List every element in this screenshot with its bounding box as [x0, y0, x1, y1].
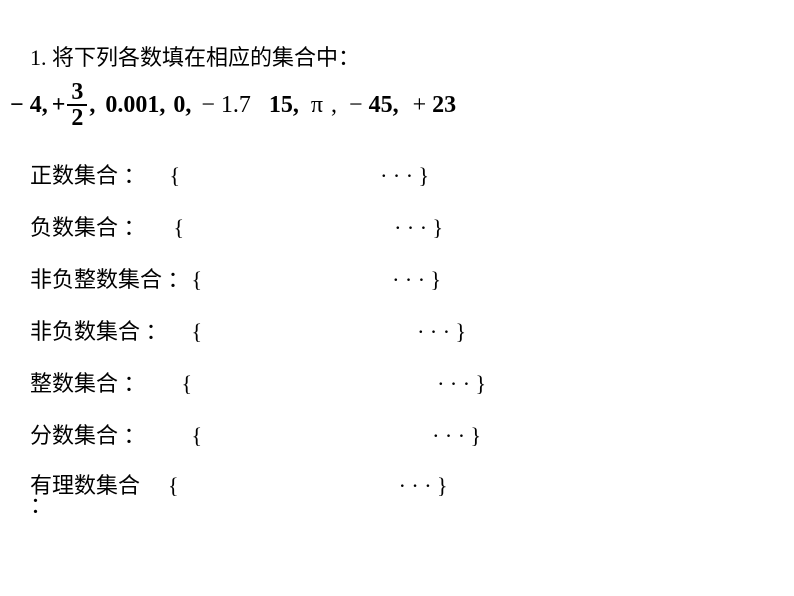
minus-sign: − [201, 92, 215, 118]
minus-sign: − [349, 92, 363, 118]
num-6: 15, [269, 92, 299, 119]
brace-open: { [192, 319, 203, 345]
ellipsis-brace: · · · } [392, 267, 441, 293]
question-number: 1. [30, 45, 47, 70]
comma: , [89, 92, 95, 119]
label-positive: 正数集合 ： [30, 158, 146, 190]
plus-sign: + [52, 92, 66, 119]
set-row-fraction: 分数集合 ： { · · · } [30, 418, 784, 450]
brace-open: { [174, 215, 185, 241]
ellipsis-brace: · · · } [380, 163, 429, 189]
label-fraction: 分数集合 ： [30, 418, 146, 450]
minus-sign: − [10, 92, 24, 118]
page-container: 1. 将下列各数填在相应的集合中： − 4, + 3 2 , 0.001, 0,… [0, 0, 794, 530]
num-7: π , [311, 92, 337, 119]
fraction-3-2: 3 2 [67, 80, 87, 130]
question-line: 1. 将下列各数填在相应的集合中： [30, 40, 784, 72]
set-row-nonneg: 非负数集合 ： { · · · } [30, 314, 784, 346]
fraction-numerator: 3 [67, 80, 87, 106]
brace-open: { [192, 267, 203, 293]
label-integer: 整数集合 ： [30, 366, 146, 398]
num-1: − 4, [10, 92, 48, 119]
label-nonneg-int: 非负整数集合 ： [30, 262, 190, 294]
value-4: 4, [30, 92, 48, 118]
value-23: 23 [432, 92, 456, 118]
brace-open: { [170, 163, 181, 189]
set-row-negative: 负数集合 ： { · · · } [30, 210, 784, 242]
numbers-line: − 4, + 3 2 , 0.001, 0, − 1.7 15, π , − 4… [10, 80, 784, 130]
ellipsis-brace: · · · } [399, 473, 448, 499]
set-row-integer: 整数集合 ： { · · · } [30, 366, 784, 398]
comma: , [331, 92, 337, 118]
pi-symbol: π [311, 92, 323, 118]
num-4: 0, [173, 92, 191, 119]
ellipsis-brace: · · · } [417, 319, 466, 345]
ellipsis-brace: · · · } [432, 423, 481, 449]
num-2: + 3 2 , [52, 80, 96, 130]
label-negative: 负数集合 ： [30, 210, 146, 242]
plus-sign: + [413, 92, 427, 118]
value-1-7: 1.7 [221, 92, 251, 118]
value-45: 45, [369, 92, 399, 118]
ellipsis-brace: · · · } [437, 371, 486, 397]
num-8: − 45, [349, 92, 399, 119]
brace-open: { [168, 473, 179, 499]
brace-open: { [192, 423, 203, 449]
ellipsis-brace: · · · } [394, 215, 443, 241]
num-9: + 23 [413, 92, 457, 119]
set-row-positive: 正数集合 ： { · · · } [30, 158, 784, 190]
brace-open: { [182, 371, 193, 397]
question-text: 将下列各数填在相应的集合中： [52, 45, 360, 70]
fraction-denominator: 2 [67, 106, 87, 130]
num-5: − 1.7 [201, 92, 251, 119]
label-nonneg: 非负数集合 ： [30, 314, 168, 346]
num-3: 0.001, [105, 92, 165, 119]
set-row-nonneg-int: 非负整数集合 ： { · · · } [30, 262, 784, 294]
